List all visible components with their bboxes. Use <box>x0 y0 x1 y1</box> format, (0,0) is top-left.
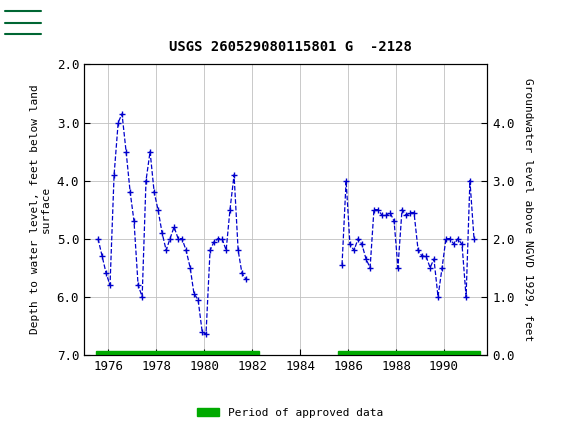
Y-axis label: Groundwater level above NGVD 1929, feet: Groundwater level above NGVD 1929, feet <box>523 78 533 341</box>
Bar <box>339 351 480 358</box>
Text: USGS: USGS <box>78 14 133 31</box>
Text: USGS 260529080115801 G  -2128: USGS 260529080115801 G -2128 <box>169 40 411 54</box>
Legend: Period of approved data: Period of approved data <box>193 403 387 422</box>
Y-axis label: Depth to water level, feet below land
surface: Depth to water level, feet below land su… <box>30 85 51 335</box>
Bar <box>3 3 72 42</box>
Bar <box>96 351 259 358</box>
